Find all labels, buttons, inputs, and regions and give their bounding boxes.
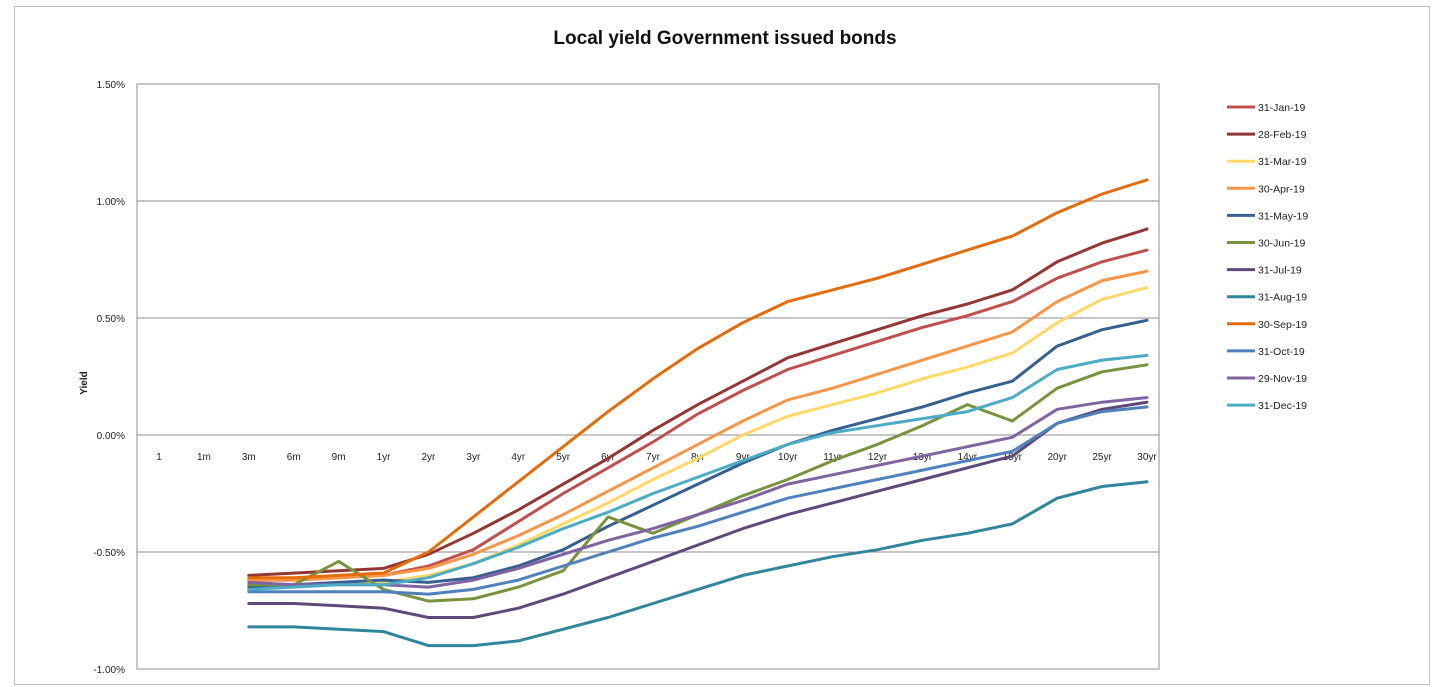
series-line-4 [247, 269, 1149, 582]
legend-label: 31-Oct-19 [1258, 346, 1305, 358]
legend-label: 31-May-19 [1258, 210, 1308, 222]
legend-label: 31-Aug-19 [1258, 292, 1307, 304]
y-tick-label: -1.00% [93, 665, 125, 676]
legend-label: 30-Sep-19 [1258, 319, 1307, 331]
y-tick-label: 0.00% [97, 431, 125, 442]
series-line-7 [247, 400, 1149, 619]
x-tick-label: 3m [242, 452, 256, 463]
x-tick-label: 3yr [466, 452, 481, 463]
y-tick-label: 0.50% [97, 314, 125, 325]
series-line-12 [247, 353, 1149, 591]
series-line-9 [247, 178, 1149, 580]
x-tick-label: 9yr [736, 452, 751, 463]
series-line-5 [247, 318, 1149, 589]
x-tick-label: 7yr [646, 452, 661, 463]
x-tick-label: 14yr [958, 452, 978, 463]
line-chart: Local yield Government issued bonds 1.50… [79, 28, 1308, 676]
y-tick-label: 1.50% [97, 80, 125, 91]
series-line-11 [247, 396, 1149, 589]
y-tick-label: -0.50% [93, 548, 125, 559]
legend-label: 29-Nov-19 [1258, 373, 1307, 385]
grid-lines [136, 83, 1160, 670]
x-tick-label: 5yr [556, 452, 571, 463]
x-tick-label: 20yr [1047, 452, 1067, 463]
chart-frame: Local yield Government issued bonds 1.50… [14, 6, 1430, 685]
x-tick-label: 12yr [868, 452, 888, 463]
x-tick-label: 1yr [377, 452, 392, 463]
x-tick-label: 30yr [1137, 452, 1157, 463]
series-line-1 [247, 248, 1149, 582]
legend-label: 30-Jun-19 [1258, 238, 1305, 250]
legend-label: 31-Jul-19 [1258, 265, 1302, 277]
x-tick-label: 4yr [511, 452, 526, 463]
legend-label: 31-Dec-19 [1258, 400, 1307, 412]
y-tick-labels: 1.50% 1.00% 0.50% 0.00% -0.50% -1.00% [93, 80, 125, 676]
x-tick-label: 6m [287, 452, 301, 463]
legend: 31-Jan-19 28-Feb-19 31-Mar-19 30-Apr-19 31-M… [1227, 102, 1308, 412]
y-tick-label: 1.00% [97, 197, 125, 208]
x-tick-label: 25yr [1092, 452, 1112, 463]
x-tick-label: 10yr [778, 452, 798, 463]
x-tick-label: 11yr [823, 452, 842, 463]
x-tick-label: 1 [156, 452, 162, 463]
legend-label: 31-Mar-19 [1258, 156, 1307, 168]
series-line-10 [247, 405, 1149, 596]
series-line-2 [247, 227, 1149, 577]
series-line-8 [247, 480, 1149, 648]
legend-label: 28-Feb-19 [1258, 129, 1307, 141]
y-axis-label: Yield [79, 371, 90, 395]
x-tick-label: 2yr [422, 452, 437, 463]
legend-label: 30-Apr-19 [1258, 183, 1305, 195]
x-tick-label: 1m [197, 452, 211, 463]
series-lines [247, 178, 1149, 648]
chart-title: Local yield Government issued bonds [553, 28, 896, 49]
legend-label: 31-Jan-19 [1258, 102, 1305, 114]
x-tick-label: 9m [332, 452, 346, 463]
